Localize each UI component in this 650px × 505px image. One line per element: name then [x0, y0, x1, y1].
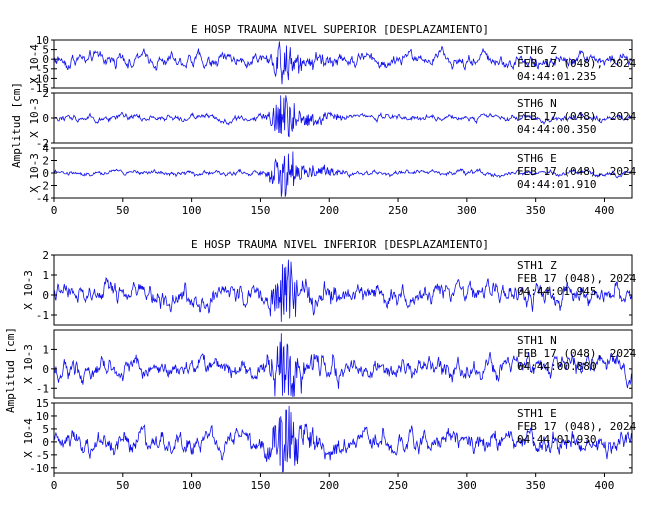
x-tick-label: 250: [388, 204, 408, 217]
date-label: FEB 17 (048), 2024: [517, 347, 637, 360]
x-tick-label: 350: [526, 479, 546, 492]
x-tick-label: 0: [51, 479, 58, 492]
y-tick-label: -15: [29, 82, 49, 95]
x-tick-label: 400: [595, 204, 615, 217]
y-tick-label: 5: [42, 44, 49, 57]
y-tick-label: 2: [42, 249, 49, 262]
x-tick-label: 150: [250, 479, 270, 492]
y-tick-label: 10: [36, 34, 49, 47]
seismic-trace: [53, 405, 633, 473]
y-tick-label: -10: [29, 72, 49, 85]
panel-frame: [53, 329, 633, 399]
date-label: FEB 17 (048), 2024: [517, 110, 637, 123]
x-tick-label: 50: [116, 204, 129, 217]
date-label: FEB 17 (048), 2024: [517, 57, 637, 70]
y-tick-label: -1: [36, 309, 49, 322]
upper-group-ylabel: Amplitud [cm]: [10, 82, 23, 168]
x-tick-label: 150: [250, 204, 270, 217]
seismic-trace: [53, 259, 633, 322]
y-tick-label: 10: [36, 410, 49, 423]
y-tick-label: 0: [42, 363, 49, 376]
y-tick-label: 15: [36, 397, 49, 410]
x-tick-label: 200: [319, 479, 339, 492]
y-tick-label: 1: [42, 343, 49, 356]
time-label: 04:44:01.910: [517, 178, 596, 191]
channel-label: STH1 Z: [517, 259, 557, 272]
lower-group-ylabel: Amplitud [cm]: [4, 327, 17, 413]
y-tick-label: 0: [42, 289, 49, 302]
x-tick-label: 100: [182, 479, 202, 492]
y-tick-label: -10: [29, 462, 49, 475]
y-tick-label: -2: [36, 180, 49, 193]
y-tick-label: -1: [36, 382, 49, 395]
x-tick-label: 300: [457, 479, 477, 492]
panel-frame: [53, 254, 633, 326]
y-tick-label: -2: [36, 137, 49, 150]
y-tick-label: -5: [36, 449, 49, 462]
lower-group-title: E HOSP TRAUMA NIVEL INFERIOR [DESPLAZAMI…: [191, 238, 489, 251]
x-tick-label: 0: [51, 204, 58, 217]
scale-label: X 10-3: [22, 344, 35, 384]
channel-label: STH1 E: [517, 407, 557, 420]
x-tick-label: 350: [526, 204, 546, 217]
y-tick-label: 2: [42, 87, 49, 100]
x-tick-label: 50: [116, 479, 129, 492]
x-tick-label: 300: [457, 204, 477, 217]
scale-label: X 10-3: [22, 270, 35, 310]
time-label: 04:44:01.235: [517, 70, 596, 83]
channel-label: STH6 Z: [517, 44, 557, 57]
x-tick-label: 200: [319, 204, 339, 217]
seismic-trace: [53, 333, 633, 398]
x-tick-label: 100: [182, 204, 202, 217]
scale-label: X 10-4: [28, 44, 41, 84]
y-tick-label: -4: [36, 192, 50, 205]
time-label: 04:44:01.930: [517, 433, 596, 446]
scale-label: X 10-4: [22, 418, 35, 458]
panel-frame: [53, 402, 633, 474]
x-axis-1: 0 50 100 150 200 250 300 350 400: [51, 473, 615, 492]
y-tick-label: 0: [42, 112, 49, 125]
date-label: FEB 17 (048), 2024: [517, 272, 637, 285]
y-tick-label: 5: [42, 423, 49, 436]
scale-label: X 10-3: [28, 98, 41, 138]
date-label: FEB 17 (048), 2024: [517, 420, 637, 433]
seismic-trace: [53, 95, 633, 138]
x-tick-label: 400: [595, 479, 615, 492]
x-axis-0: 0 50 100 150 200 250 300 350 400: [51, 198, 615, 217]
y-tick-label: 2: [42, 155, 49, 168]
seismic-trace: [53, 151, 633, 197]
channel-label: STH1 N: [517, 334, 557, 347]
channel-label: STH6 E: [517, 152, 557, 165]
seismic-trace: [53, 41, 633, 85]
date-label: FEB 17 (048), 2024: [517, 165, 637, 178]
time-label: 04:44:00.350: [517, 123, 596, 136]
y-tick-label: -5: [36, 63, 49, 76]
panel-frame: [53, 39, 633, 89]
channel-label: STH6 N: [517, 97, 557, 110]
time-label: 04:44:00.880: [517, 360, 596, 373]
scale-label: X 10-3: [28, 153, 41, 193]
y-tick-label: 1: [42, 269, 49, 282]
y-tick-label: 0: [42, 167, 49, 180]
upper-group-title: E HOSP TRAUMA NIVEL SUPERIOR [DESPLAZAMI…: [191, 23, 489, 36]
y-tick-label: 4: [42, 142, 49, 155]
time-label: 04:44:01.945: [517, 285, 596, 298]
y-tick-label: 0: [42, 436, 49, 449]
y-tick-label: 0: [42, 53, 49, 66]
x-tick-label: 250: [388, 479, 408, 492]
